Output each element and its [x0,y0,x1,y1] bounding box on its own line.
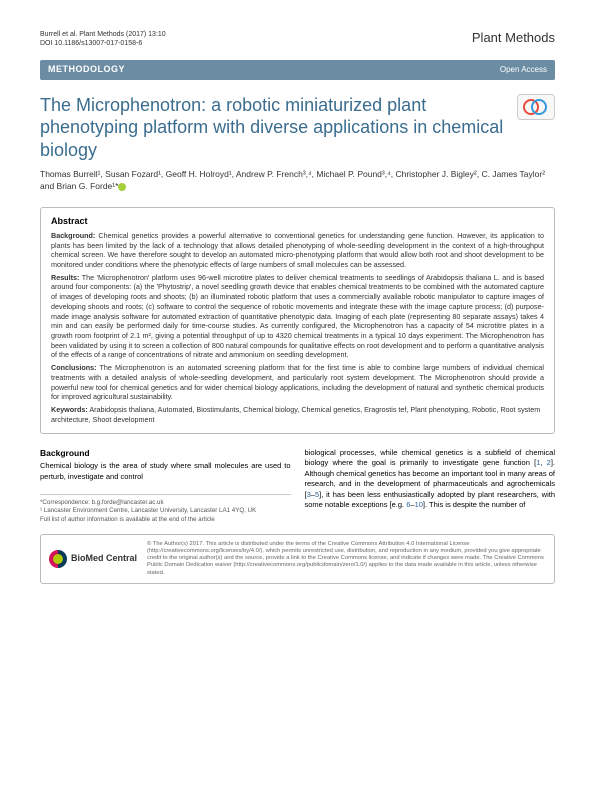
ref-link[interactable]: 3 [307,490,311,499]
authors-text: Thomas Burrell¹, Susan Fozard¹, Geoff H.… [40,169,545,191]
affiliation-block: *Correspondence: b.g.forde@lancaster.ac.… [40,494,291,523]
ref-link[interactable]: 10 [415,500,423,509]
crossmark-badge[interactable] [517,94,555,120]
results-text: The 'Microphenotron' platform uses 96-we… [51,273,544,360]
article-category: METHODOLOGY [48,64,125,76]
affiliation-1: ¹ Lancaster Environment Centre, Lancaste… [40,507,291,515]
affiliation-full: Full list of author information is avail… [40,516,291,524]
left-column: Background Chemical biology is the area … [40,448,291,524]
article-title: The Microphenotron: a robotic miniaturiz… [40,94,507,162]
author-list: Thomas Burrell¹, Susan Fozard¹, Geoff H.… [40,169,555,193]
citation: Burrell et al. Plant Methods (2017) 13:1… [40,30,166,39]
orcid-icon[interactable] [118,183,126,191]
category-banner: METHODOLOGY Open Access [40,60,555,80]
right-column: biological processes, while chemical gen… [305,448,556,524]
ref-link[interactable]: 5 [315,490,319,499]
license-footer: BioMed Central © The Author(s) 2017. Thi… [40,534,555,584]
col1-paragraph: Chemical biology is the area of study wh… [40,461,291,482]
body-columns: Background Chemical biology is the area … [40,448,555,524]
abstract-heading: Abstract [51,216,544,228]
ref-link[interactable]: 6 [406,500,410,509]
page-header: Burrell et al. Plant Methods (2017) 13:1… [40,30,555,48]
results-label: Results: [51,273,79,282]
abstract-results: Results: The 'Microphenotron' platform u… [51,273,544,360]
bmc-icon [49,550,67,568]
license-text: © The Author(s) 2017. This article is di… [147,541,546,577]
background-text: Chemical genetics provides a powerful al… [51,231,544,269]
conclusions-text: The Microphenotron is an automated scree… [51,363,544,401]
ref-link[interactable]: 1 [536,458,540,467]
ref-link[interactable]: 2 [547,458,551,467]
conclusions-label: Conclusions: [51,363,97,372]
col2-paragraph: biological processes, while chemical gen… [305,448,556,511]
journal-name: Plant Methods [472,30,555,47]
biomed-central-logo[interactable]: BioMed Central [49,550,137,568]
citation-block: Burrell et al. Plant Methods (2017) 13:1… [40,30,166,48]
doi: DOI 10.1186/s13007-017-0158-6 [40,39,166,48]
abstract-conclusions: Conclusions: The Microphenotron is an au… [51,363,544,402]
abstract-box: Abstract Background: Chemical genetics p… [40,207,555,433]
abstract-background: Background: Chemical genetics provides a… [51,231,544,270]
keywords-text: Arabidopsis thaliana, Automated, Biostim… [51,405,540,424]
background-label: Background: [51,231,95,240]
background-section-head: Background [40,448,291,460]
open-access-label: Open Access [500,65,547,75]
keywords-label: Keywords: [51,405,88,414]
keywords-line: Keywords: Arabidopsis thaliana, Automate… [51,405,544,424]
bmc-text: BioMed Central [71,553,137,565]
correspondence: *Correspondence: b.g.forde@lancaster.ac.… [40,499,291,507]
